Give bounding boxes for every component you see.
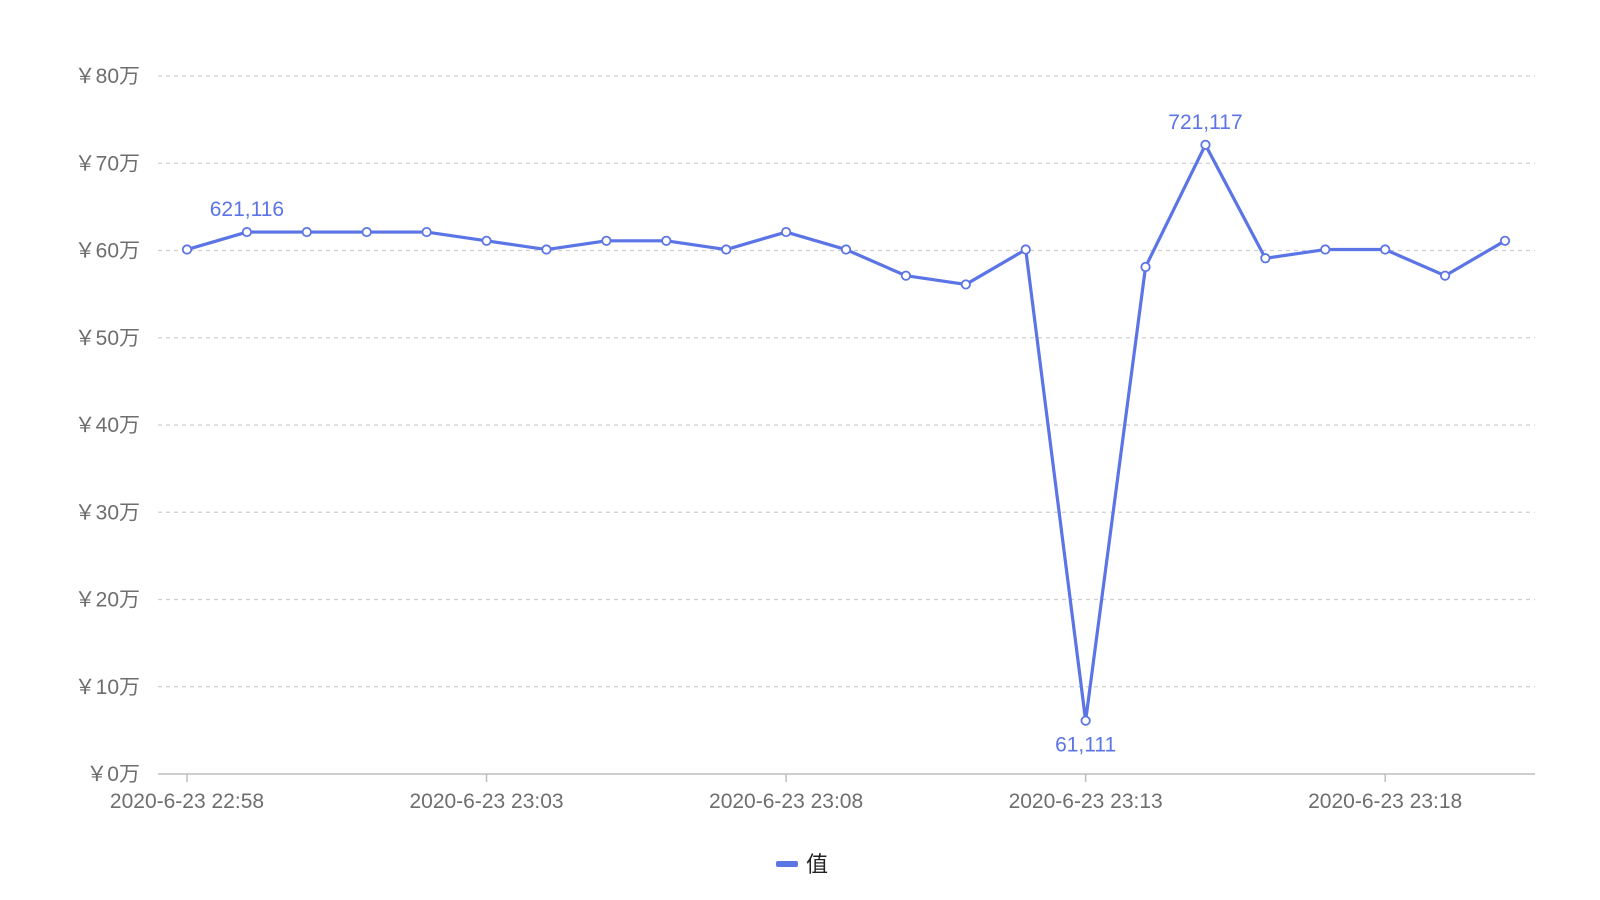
- grid-lines: [158, 75, 1535, 688]
- data-point: [780, 226, 792, 238]
- x-tick-label: 2020-6-23 22:58: [110, 790, 264, 813]
- y-tick-label: ￥30万: [75, 501, 140, 524]
- data-point: [840, 244, 852, 255]
- data-label: 721,117: [1168, 111, 1242, 134]
- data-label: 621,116: [210, 198, 284, 221]
- data-point: [1260, 253, 1271, 264]
- data-point: [721, 244, 732, 255]
- data-point: [661, 235, 672, 246]
- data-point: [481, 235, 492, 246]
- y-tick-label: ￥40万: [75, 414, 140, 437]
- data-point: [1499, 235, 1511, 246]
- legend-label[interactable]: 值: [806, 852, 828, 877]
- x-tick-label: 2020-6-23 23:08: [709, 790, 863, 813]
- data-point: [1020, 244, 1031, 255]
- data-labels: 621,116 61,111 721,117: [210, 111, 1243, 757]
- data-point: [960, 279, 971, 290]
- data-label: 61,111: [1055, 734, 1116, 757]
- series-value: [181, 139, 1511, 726]
- series-line: [186, 143, 1506, 723]
- data-point: [900, 270, 912, 281]
- y-tick-label: ￥80万: [75, 65, 140, 88]
- data-point: [1380, 244, 1391, 255]
- x-tick-label: 2020-6-23 23:03: [409, 790, 563, 813]
- data-point: [541, 244, 552, 255]
- data-point: [1439, 270, 1451, 281]
- x-axis: 2020-6-23 22:58 2020-6-23 23:03 2020-6-23 …: [110, 773, 1535, 813]
- y-axis: ￥0万 ￥10万 ￥20万 ￥30万 ￥40万 ￥50万 ￥60万 ￥70万 ￥80万: [75, 65, 140, 786]
- x-tick-label: 2020-6-23 23:18: [1308, 790, 1462, 813]
- y-tick-label: ￥0万: [86, 763, 140, 786]
- legend[interactable]: 值: [776, 852, 828, 877]
- data-point: [1140, 261, 1151, 273]
- data-point: [181, 244, 193, 255]
- data-point: [1200, 139, 1211, 150]
- y-tick-label: ￥70万: [75, 152, 140, 175]
- data-point: [601, 235, 612, 246]
- data-point: [1080, 715, 1091, 726]
- data-point: [1320, 244, 1331, 255]
- y-tick-label: ￥10万: [75, 676, 140, 699]
- data-point: [361, 226, 372, 238]
- y-tick-label: ￥50万: [75, 327, 140, 350]
- x-tick-label: 2020-6-23 23:13: [1009, 790, 1163, 813]
- data-point: [421, 226, 432, 238]
- legend-swatch[interactable]: [776, 861, 798, 867]
- data-point: [301, 226, 312, 238]
- data-point: [241, 226, 253, 238]
- y-tick-label: ￥20万: [75, 589, 140, 612]
- y-tick-label: ￥60万: [75, 240, 140, 263]
